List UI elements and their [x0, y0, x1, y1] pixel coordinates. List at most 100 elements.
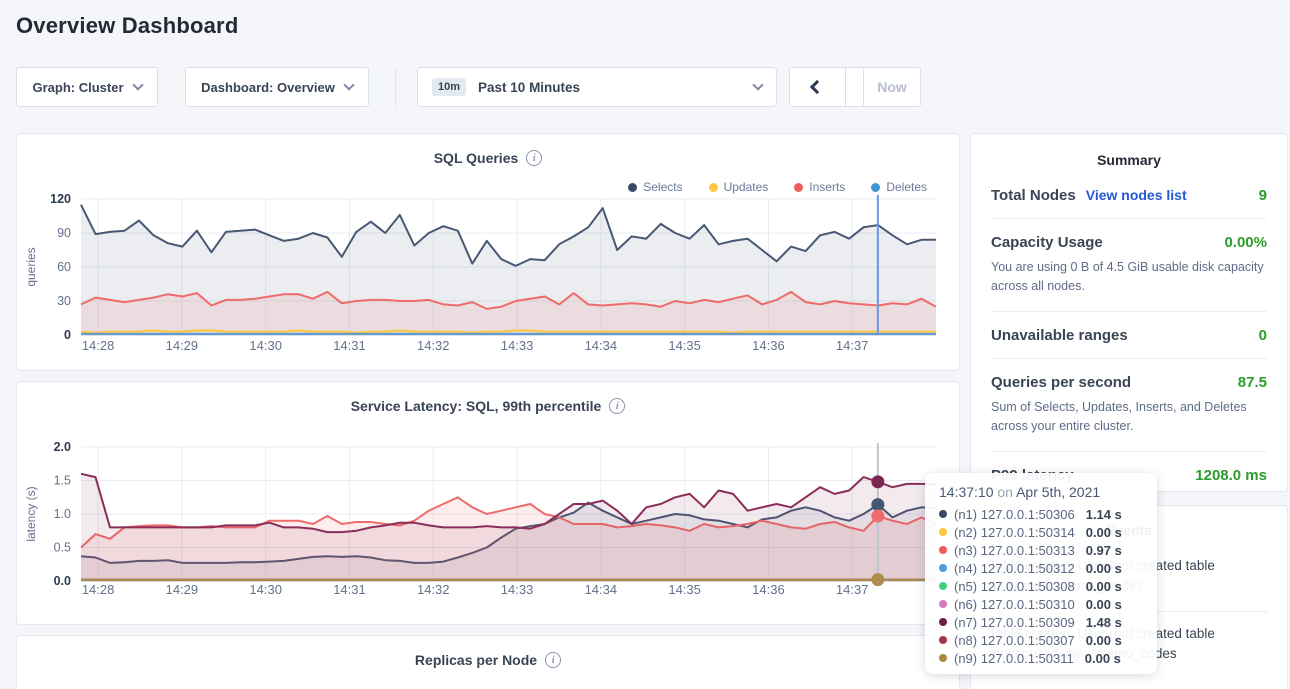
summary-capacity-row: Capacity Usage 0.00% You are using 0 B o…	[991, 219, 1267, 312]
series-dot-icon	[939, 528, 947, 536]
svg-text:14:30: 14:30	[249, 338, 282, 353]
time-range-label: Past 10 Minutes	[478, 79, 581, 95]
svg-text:latency (s): latency (s)	[24, 486, 38, 541]
svg-text:1.0: 1.0	[54, 507, 71, 521]
svg-text:14:28: 14:28	[82, 338, 115, 353]
replicas-per-node-panel: Replicas per Node i	[16, 635, 960, 689]
service-latency-title: Service Latency: SQL, 99th percentile i	[17, 398, 959, 414]
chevron-down-icon	[752, 79, 764, 91]
sql-queries-chart[interactable]: 0 30 60 90 120 14:28 14:29 14:30 14:31 14:32 14:33…	[17, 192, 961, 368]
svg-text:14:31: 14:31	[333, 338, 366, 353]
svg-text:14:30: 14:30	[249, 582, 282, 597]
time-step-back-button[interactable]	[790, 68, 845, 106]
sql-queries-panel: SQL Queries i Selects Updates Inserts Delet…	[16, 133, 960, 371]
tooltip-rows: (n1) 127.0.0.1:50306 1.14 s (n2) 127.0.0.1…	[939, 505, 1143, 667]
summary-qps-row: Queries per second 87.5 Sum of Selects, …	[991, 359, 1267, 452]
now-button[interactable]: Now	[863, 67, 921, 107]
svg-text:90: 90	[57, 226, 71, 240]
tooltip-row: (n3) 127.0.0.1:50313 0.97 s	[939, 541, 1143, 559]
svg-text:30: 30	[57, 294, 71, 308]
legend-dot-icon	[708, 182, 718, 192]
series-dot-icon	[939, 564, 947, 572]
svg-text:14:34: 14:34	[585, 582, 618, 597]
svg-text:14:36: 14:36	[752, 338, 785, 353]
capacity-usage-label: Capacity Usage	[991, 234, 1103, 251]
time-step-forward-button[interactable]	[844, 68, 900, 106]
tooltip-row: (n5) 127.0.0.1:50308 0.00 s	[939, 577, 1143, 595]
svg-text:14:33: 14:33	[501, 338, 534, 353]
view-nodes-list-link[interactable]: View nodes list	[1085, 187, 1187, 203]
svg-text:14:33: 14:33	[501, 582, 534, 597]
tooltip-row: (n8) 127.0.0.1:50307 0.00 s	[939, 631, 1143, 649]
graph-dropdown[interactable]: Graph: Cluster	[16, 67, 158, 107]
svg-text:120: 120	[50, 192, 71, 206]
total-nodes-label: Total Nodes	[991, 187, 1076, 204]
info-icon[interactable]: i	[545, 652, 562, 668]
svg-text:14:36: 14:36	[752, 582, 785, 597]
page-title: Overview Dashboard	[16, 13, 239, 38]
tooltip-row: (n6) 127.0.0.1:50310 0.00 s	[939, 595, 1143, 613]
legend-dot-icon	[871, 182, 881, 192]
svg-text:14:31: 14:31	[333, 582, 366, 597]
legend-dot-icon	[628, 182, 638, 192]
svg-text:14:29: 14:29	[166, 582, 199, 597]
service-latency-panel: Service Latency: SQL, 99th percentile i …	[16, 381, 960, 625]
series-dot-icon	[939, 618, 947, 626]
series-dot-icon	[939, 600, 947, 608]
legend-item-updates[interactable]: Updates	[708, 180, 768, 194]
series-dot-icon	[939, 654, 947, 662]
capacity-usage-desc: You are using 0 B of 4.5 GiB usable disk…	[991, 260, 1264, 294]
tooltip-row: (n9) 127.0.0.1:50311 0.00 s	[939, 649, 1143, 667]
svg-text:14:37: 14:37	[836, 338, 869, 353]
tooltip-row: (n4) 127.0.0.1:50312 0.00 s	[939, 559, 1143, 577]
sql-queries-legend: Selects Updates Inserts Deletes	[628, 180, 927, 194]
replicas-per-node-title: Replicas per Node i	[17, 652, 959, 668]
svg-text:14:35: 14:35	[668, 338, 701, 353]
legend-dot-icon	[794, 182, 804, 192]
chevron-down-icon	[343, 79, 355, 91]
summary-heading: Summary	[1097, 152, 1161, 168]
dashboard-dropdown[interactable]: Dashboard: Overview	[185, 67, 369, 107]
svg-text:14:29: 14:29	[166, 338, 199, 353]
time-range-dropdown[interactable]: 10m Past 10 Minutes	[417, 67, 777, 107]
sql-queries-title: SQL Queries i	[17, 150, 959, 166]
qps-label: Queries per second	[991, 373, 1132, 391]
chart-hover-tooltip: 14:37:10 on Apr 5th, 2021 (n1) 127.0.0.1…	[925, 473, 1157, 674]
svg-text:14:28: 14:28	[82, 582, 115, 597]
series-dot-icon	[939, 546, 947, 554]
chevron-left-icon	[810, 79, 825, 95]
service-latency-chart[interactable]: 0.0 0.5 1.0 1.5 2.0 14:28 14:29 14:30 14:31 14:32…	[17, 432, 961, 620]
time-range-badge: 10m	[432, 78, 467, 96]
svg-text:1.5: 1.5	[54, 474, 71, 488]
svg-text:14:32: 14:32	[417, 338, 450, 353]
svg-text:14:35: 14:35	[668, 582, 701, 597]
unavailable-ranges-label: Unavailable ranges	[991, 326, 1128, 344]
summary-total-nodes-row: Total Nodes View nodes list 9	[991, 172, 1267, 219]
svg-text:2.0: 2.0	[54, 440, 71, 454]
qps-desc: Sum of Selects, Updates, Inserts, and De…	[991, 399, 1247, 434]
series-dot-icon	[939, 636, 947, 644]
tooltip-row: (n2) 127.0.0.1:50314 0.00 s	[939, 523, 1143, 541]
svg-text:0: 0	[64, 328, 71, 342]
info-icon[interactable]: i	[609, 398, 626, 414]
legend-item-deletes[interactable]: Deletes	[871, 180, 927, 194]
capacity-usage-value: 0.00%	[1224, 234, 1267, 251]
chevron-down-icon	[131, 79, 144, 91]
svg-text:0.0: 0.0	[54, 574, 71, 588]
legend-item-selects[interactable]: Selects	[628, 180, 683, 194]
qps-value: 87.5	[1237, 373, 1267, 391]
dashboard-dropdown-label: Dashboard: Overview	[201, 79, 335, 95]
unavailable-ranges-value: 0	[1258, 326, 1267, 344]
graph-dropdown-label: Graph: Cluster	[32, 79, 124, 95]
total-nodes-value: 9	[1258, 187, 1267, 204]
summary-panel: Summary Total Nodes View nodes list 9 Ca…	[970, 133, 1288, 492]
series-dot-icon	[939, 582, 947, 590]
tooltip-timestamp: 14:37:10 on Apr 5th, 2021	[939, 484, 1101, 500]
svg-text:60: 60	[57, 260, 71, 274]
info-icon[interactable]: i	[526, 150, 543, 166]
legend-item-inserts[interactable]: Inserts	[794, 180, 845, 194]
tooltip-row: (n1) 127.0.0.1:50306 1.14 s	[939, 505, 1143, 523]
svg-text:14:37: 14:37	[836, 582, 869, 597]
now-button-label: Now	[877, 79, 907, 95]
